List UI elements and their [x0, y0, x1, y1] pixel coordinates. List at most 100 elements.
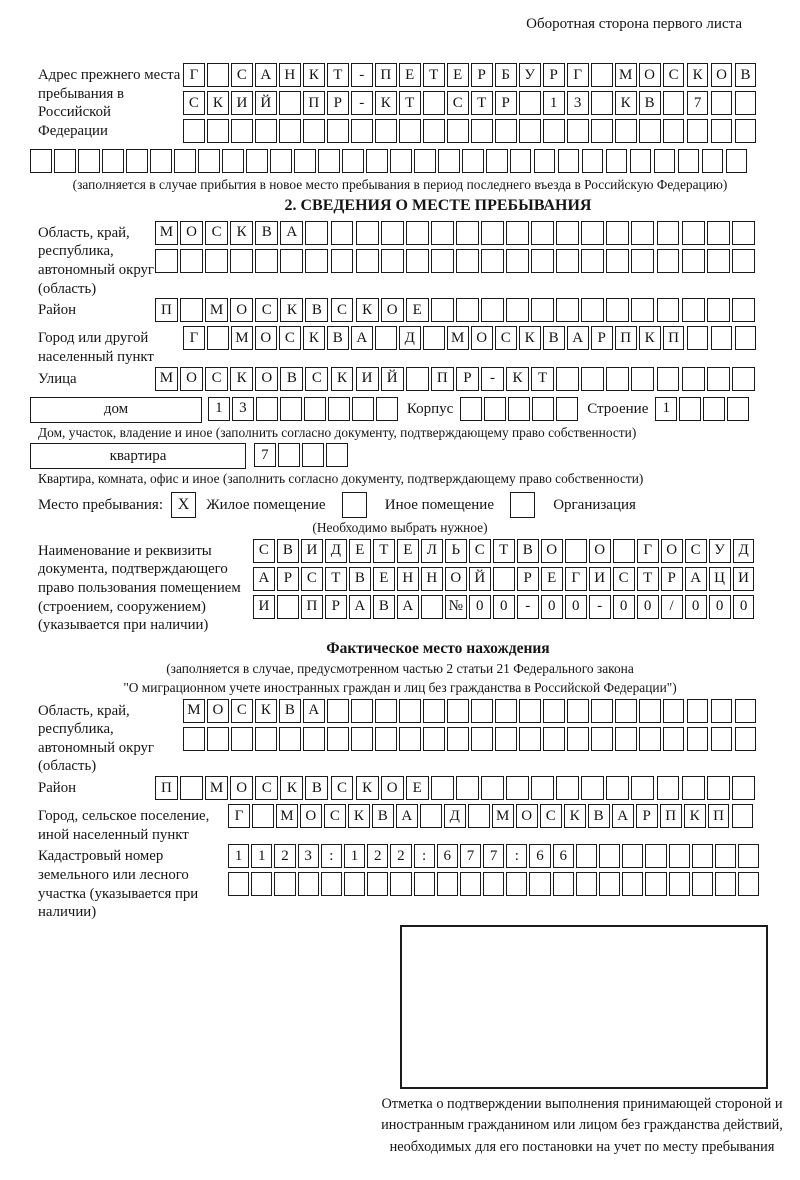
char-box [727, 396, 750, 421]
char-box: П [707, 804, 730, 829]
char-box: А [395, 804, 418, 829]
char-box [631, 248, 655, 273]
char-box [301, 443, 324, 468]
char-box [629, 149, 652, 173]
char-box [274, 872, 296, 897]
char-box: Б [494, 63, 517, 87]
char-box [398, 726, 421, 751]
char-box: X [171, 492, 196, 519]
char-box [590, 91, 613, 115]
char-box: Т [324, 566, 347, 591]
char-box: Т [326, 63, 349, 87]
char-box [556, 366, 580, 391]
char-box: К [355, 776, 379, 801]
char-box: К [230, 366, 254, 391]
char-box [531, 776, 555, 801]
char-box [155, 248, 178, 273]
char-box [279, 396, 302, 421]
char-box [542, 726, 565, 751]
char-box: К [374, 91, 397, 115]
char-box-row [228, 872, 761, 897]
char-box [581, 298, 605, 323]
char-box [614, 119, 637, 143]
char-box-row: 7 [254, 443, 350, 469]
char-box: : [506, 844, 528, 869]
char-box: 3 [231, 396, 254, 421]
char-box: М [614, 63, 637, 87]
char-box [365, 149, 388, 173]
char-box [731, 220, 755, 245]
korpus-label: Корпус [406, 401, 454, 418]
char-box [686, 326, 709, 351]
char-box [556, 776, 580, 801]
char-box [645, 872, 667, 897]
char-box: 1 [228, 844, 250, 869]
char-box [413, 872, 435, 897]
char-box: Е [540, 566, 563, 591]
char-box: О [588, 538, 611, 563]
stroenie-label: Строение [587, 401, 649, 418]
char-box [725, 149, 748, 173]
document-label: Наименование и реквизиты документа, подт… [38, 542, 241, 634]
char-box [180, 298, 203, 323]
field-region: Область, край, республика, автономный ок… [38, 220, 800, 299]
char-box: / [660, 594, 683, 619]
char-box: 0 [564, 594, 587, 619]
char-box-row [183, 726, 759, 751]
char-box: П [430, 366, 454, 391]
char-box [484, 396, 507, 421]
char-box: № [444, 594, 467, 619]
char-box [460, 396, 483, 421]
char-box [614, 698, 637, 723]
char-box [532, 396, 555, 421]
char-box [302, 119, 325, 143]
district-actual-label: Район [38, 780, 77, 797]
char-box [355, 220, 379, 245]
char-box [255, 396, 278, 421]
char-box: Е [405, 776, 429, 801]
char-box [180, 248, 203, 273]
char-box: Р [470, 63, 493, 87]
char-box: О [470, 326, 493, 351]
char-box [422, 698, 445, 723]
char-box [367, 872, 389, 897]
char-box: С [539, 804, 562, 829]
char-box: М [205, 776, 229, 801]
char-box [351, 396, 374, 421]
char-box: В [305, 776, 329, 801]
char-box: Р [590, 326, 613, 351]
char-box [581, 149, 604, 173]
char-box: В [348, 566, 371, 591]
field-document: Наименование и реквизиты документа, подт… [38, 538, 800, 635]
field-region-actual: Область, край, республика, автономный ок… [38, 698, 800, 777]
char-box [686, 726, 709, 751]
stay-type-label: Место пребывания: [38, 496, 163, 513]
char-box: А [566, 326, 589, 351]
char-box [430, 776, 454, 801]
char-box [714, 872, 737, 897]
char-box [221, 149, 244, 173]
char-box [738, 872, 760, 897]
char-box [631, 298, 655, 323]
char-box: Р [660, 566, 683, 591]
char-box: П [659, 804, 682, 829]
char-box: Н [278, 63, 301, 87]
char-box: Л [420, 538, 443, 563]
char-box: Т [470, 91, 493, 115]
char-box: 7 [483, 844, 505, 869]
char-box [703, 396, 726, 421]
char-box: 2 [390, 844, 412, 869]
char-box: М [183, 698, 205, 723]
char-box: - [481, 366, 504, 391]
char-box: В [372, 594, 395, 619]
char-box [53, 149, 76, 173]
char-box: М [446, 326, 469, 351]
char-box [556, 220, 580, 245]
char-box [430, 298, 454, 323]
